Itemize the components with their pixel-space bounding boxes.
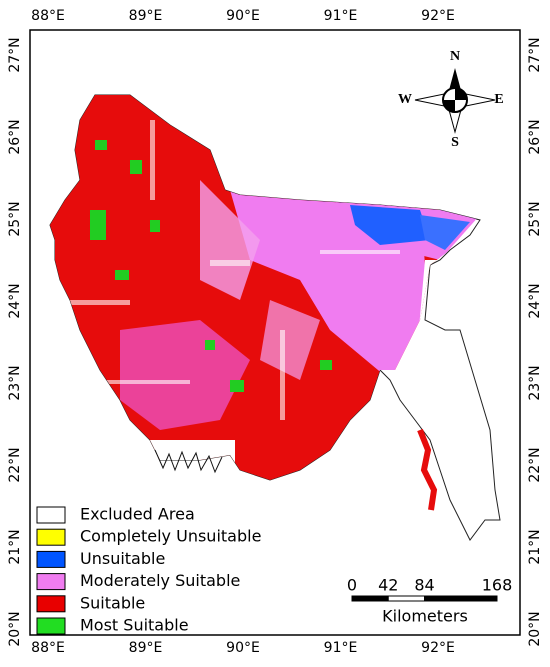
legend-swatch [36,595,66,613]
latitude-label: 22°N [7,447,23,482]
latitude-label: 26°N [527,119,543,154]
legend-swatch [36,506,66,524]
latitude-label: 24°N [527,283,543,318]
compass-north: N [450,49,460,64]
legend-swatch [36,550,66,568]
longitude-label: 91°E [324,8,358,24]
compass-west: W [398,92,412,107]
latitude-label: 27°N [527,37,543,72]
latitude-label: 25°N [7,201,23,236]
longitude-label: 89°E [129,8,163,24]
latitude-label: 23°N [7,365,23,400]
legend-label: Most Suitable [80,616,189,635]
legend-swatch [36,573,66,591]
compass-south: S [451,135,459,150]
legend-swatch [36,617,66,635]
longitude-label: 88°E [31,8,65,24]
legend-label: Completely Unsuitable [80,527,261,546]
compass-rose [414,68,496,134]
latitude-label: 20°N [7,611,23,646]
coastal-strip [417,428,438,511]
legend-swatch [36,528,66,546]
scale-segment [424,595,498,602]
latitude-label: 20°N [527,611,543,646]
legend-label: Moderately Suitable [80,571,240,590]
scale-tick-label: 84 [414,576,434,595]
latitude-label: 26°N [7,119,23,154]
legend-label: Suitable [80,593,145,612]
compass-east: E [494,92,503,107]
excluded-area-outline [154,449,223,474]
scale-segment [387,595,425,602]
longitude-label: 91°E [324,640,358,656]
longitude-label: 90°E [226,8,260,24]
latitude-label: 21°N [7,529,23,564]
latitude-label: 24°N [7,283,23,318]
latitude-label: 22°N [527,447,543,482]
latitude-label: 25°N [527,201,543,236]
scale-tick-label: 42 [378,576,398,595]
legend-label: Unsuitable [80,549,165,568]
latitude-label: 21°N [527,529,543,564]
scale-segment [351,595,389,602]
latitude-label: 27°N [7,37,23,72]
latitude-label: 23°N [527,365,543,400]
longitude-label: 92°E [421,640,455,656]
longitude-label: 92°E [421,8,455,24]
longitude-label: 90°E [226,640,260,656]
scale-tick-label: 168 [482,576,513,595]
legend-label: Excluded Area [80,505,195,524]
longitude-label: 88°E [31,640,65,656]
legend-box [32,500,300,634]
scale-unit: Kilometers [382,607,468,626]
longitude-label: 89°E [129,640,163,656]
scale-tick-label: 0 [347,576,357,595]
